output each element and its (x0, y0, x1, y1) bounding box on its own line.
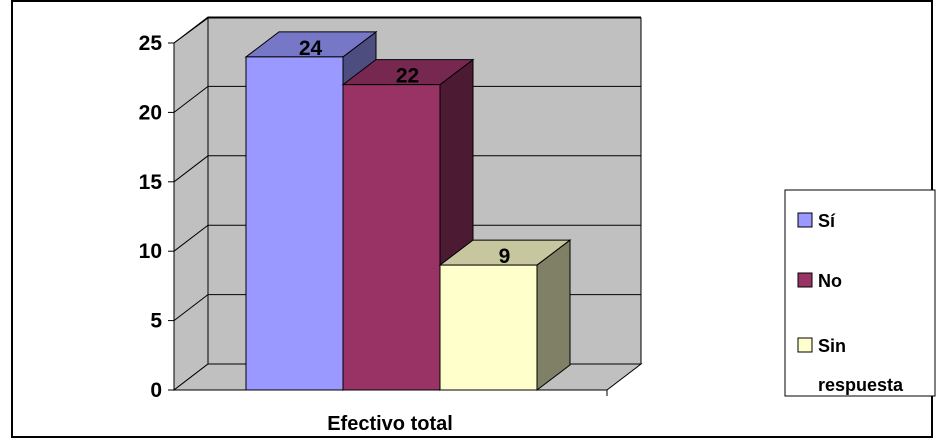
y-tick-label-10: 10 (139, 240, 162, 263)
data-labels: 24 22 9 (299, 37, 511, 268)
bar-side-2 (536, 239, 571, 392)
gridline-20 (173, 85, 641, 113)
y-tick-label-0: 0 (150, 379, 162, 402)
legend-label-sin-respuesta-line1: Sin (818, 336, 846, 356)
legend-swatch-sin-respuesta (797, 337, 813, 353)
legend-label-sin-respuesta-line2: respuesta (818, 375, 904, 395)
legend: Sí No Sin respuesta (784, 189, 936, 397)
legend-swatch-no (797, 272, 813, 288)
y-tick-labels: 0 5 10 15 20 25 (139, 32, 174, 402)
legend-label-no: No (818, 271, 842, 291)
bar-front-1 (342, 84, 441, 391)
legend-label-si: Sí (818, 211, 836, 231)
bars (244, 30, 572, 392)
y-tick-label-5: 5 (150, 310, 162, 333)
data-label-2: 9 (499, 245, 511, 268)
bar-2 (438, 239, 572, 392)
legend-swatch-si (797, 212, 813, 228)
bar-front-2 (439, 264, 538, 391)
gridline-10 (173, 224, 641, 252)
data-label-1: 22 (396, 65, 419, 88)
side-wall (173, 17, 209, 392)
y-tick-label-20: 20 (139, 101, 162, 124)
gridline-25 (173, 16, 641, 44)
y-tick-label-25: 25 (139, 32, 163, 55)
y-tick-label-15: 15 (139, 171, 163, 194)
data-label-0: 24 (299, 37, 323, 60)
gridline-15 (173, 155, 641, 183)
x-axis-label: Efectivo total (327, 413, 453, 435)
bar-front-0 (245, 56, 344, 391)
